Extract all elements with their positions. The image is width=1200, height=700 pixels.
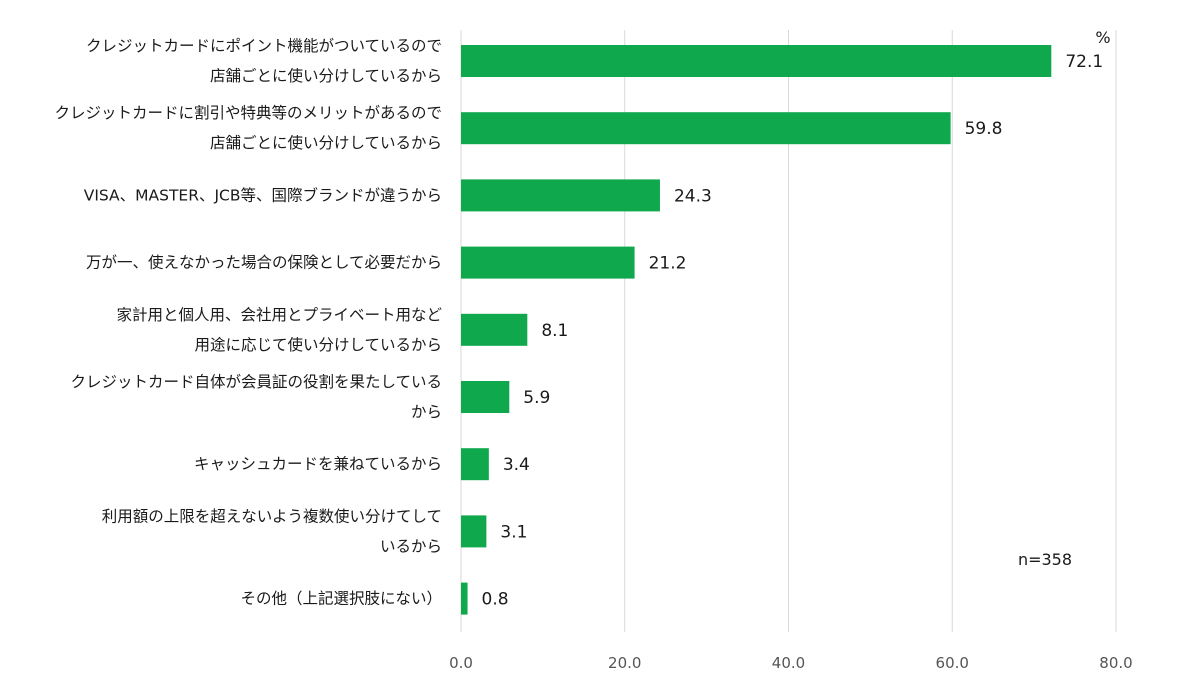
x-tick-label: 0.0 bbox=[449, 654, 473, 672]
bar bbox=[461, 246, 635, 279]
value-label: 24.3 bbox=[674, 186, 712, 206]
value-label: 72.1 bbox=[1065, 52, 1103, 72]
category-label: 万が一、使えなかった場合の保険として必要だから bbox=[86, 254, 442, 272]
value-label: 5.9 bbox=[523, 388, 550, 408]
x-tick-label: 80.0 bbox=[1099, 654, 1132, 672]
x-tick-label: 20.0 bbox=[608, 654, 641, 672]
x-tick-labels: 0.0 20.0 40.0 60.0 80.0 bbox=[449, 654, 1133, 672]
value-label: 3.4 bbox=[503, 455, 530, 475]
category-labels: クレジットカードにポイント機能がついているので店舗ごとに使い分けしているからクレ… bbox=[54, 37, 442, 608]
category-label-line: クレジットカードに割引や特典等のメリットがあるので bbox=[54, 104, 442, 122]
category-label: クレジットカード自体が会員証の役割を果たしているから bbox=[70, 373, 442, 421]
category-label: その他（上記選択肢にない） bbox=[240, 590, 442, 608]
bar bbox=[461, 381, 510, 413]
bar bbox=[461, 582, 468, 615]
category-label: VISA、MASTER、JCB等、国際ブランドが違うから bbox=[84, 185, 442, 204]
bar bbox=[461, 448, 489, 481]
category-label-line: 用途に応じて使い分けしているから bbox=[194, 336, 442, 354]
category-label: 家計用と個人用、会社用とプライベート用など用途に応じて使い分けしているから bbox=[116, 306, 442, 354]
bar bbox=[461, 45, 1052, 77]
category-label: キャッシュカードを兼ねているから bbox=[194, 455, 442, 473]
category-label-line: その他（上記選択肢にない） bbox=[240, 590, 442, 608]
bar bbox=[461, 179, 660, 212]
bar bbox=[461, 313, 528, 346]
category-label: 利用額の上限を超えないよう複数使い分けてしているから bbox=[102, 507, 442, 555]
value-labels: 72.1 59.8 24.3 21.2 8.1 5.9 3.4 3.1 0.8 bbox=[482, 52, 1104, 610]
category-label-line: いるから bbox=[380, 537, 442, 555]
bars bbox=[461, 45, 1052, 615]
category-label-line: 店舗ごとに使い分けしているから bbox=[210, 134, 442, 152]
bar bbox=[461, 515, 487, 548]
category-label-line: キャッシュカードを兼ねているから bbox=[194, 455, 442, 473]
category-label: クレジットカードに割引や特典等のメリットがあるので店舗ごとに使い分けしているから bbox=[54, 104, 442, 152]
category-label-line: クレジットカードにポイント機能がついているので bbox=[86, 37, 442, 55]
category-label-line: VISA、MASTER、JCB等、国際ブランドが違うから bbox=[84, 185, 442, 204]
value-label: 3.1 bbox=[500, 522, 527, 542]
value-label: 59.8 bbox=[965, 119, 1003, 139]
category-label-line: 家計用と個人用、会社用とプライベート用など bbox=[116, 306, 442, 324]
sample-size-note: n=358 bbox=[1018, 550, 1072, 569]
category-label-line: 万が一、使えなかった場合の保険として必要だから bbox=[86, 254, 442, 272]
category-label-line: 店舗ごとに使い分けしているから bbox=[210, 67, 442, 85]
category-label-line: 利用額の上限を超えないよう複数使い分けてして bbox=[102, 507, 442, 525]
unit-label: % bbox=[1095, 28, 1110, 47]
value-label: 0.8 bbox=[482, 590, 509, 610]
category-label-line: クレジットカード自体が会員証の役割を果たしている bbox=[70, 373, 442, 391]
category-label: クレジットカードにポイント機能がついているので店舗ごとに使い分けしているから bbox=[86, 37, 442, 85]
value-label: 21.2 bbox=[649, 254, 687, 274]
x-tick-label: 60.0 bbox=[936, 654, 969, 672]
value-label: 8.1 bbox=[541, 321, 568, 341]
x-tick-label: 40.0 bbox=[772, 654, 805, 672]
bar bbox=[461, 112, 951, 145]
category-label-line: から bbox=[411, 403, 442, 421]
